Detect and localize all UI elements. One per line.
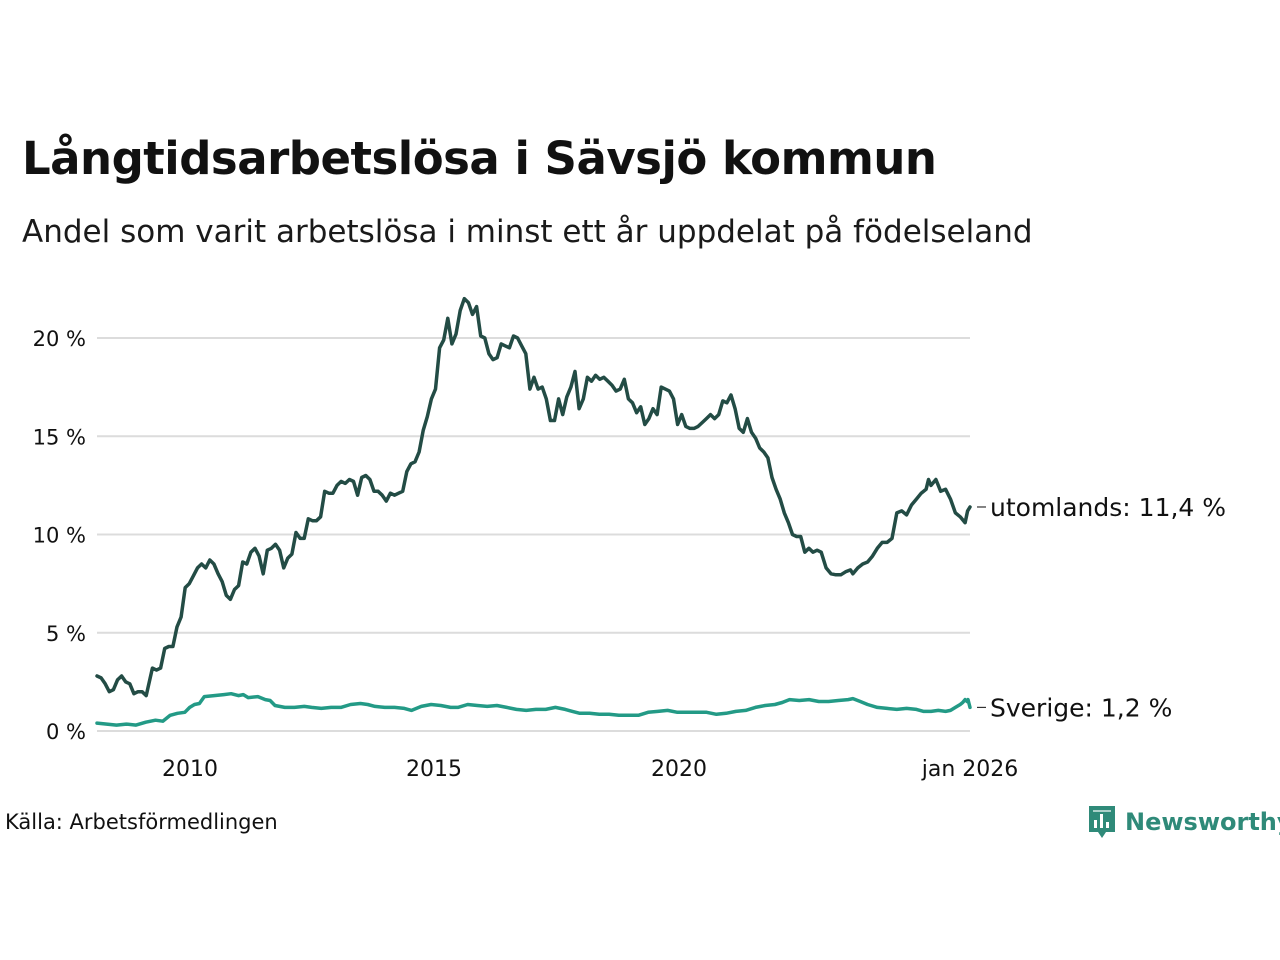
chart-subtitle: Andel som varit arbetslösa i minst ett å… <box>22 214 1033 250</box>
x-tick-label: 2015 <box>406 757 462 782</box>
newsworthy-logo-text: Newsworthy <box>1125 808 1280 836</box>
y-tick-label: 5 % <box>46 622 86 646</box>
chart-title: Långtidsarbetslösa i Sävsjö kommun <box>22 132 937 185</box>
source-note: Källa: Arbetsförmedlingen <box>5 810 278 834</box>
x-tick-label: 2020 <box>651 757 707 782</box>
series-line-utomlands <box>95 296 972 698</box>
y-tick-label: 20 % <box>33 327 86 351</box>
newsworthy-logo-icon <box>1089 806 1115 838</box>
x-tick-label: 2010 <box>162 757 218 782</box>
end-label-utomlands: utomlands: 11,4 % <box>990 493 1226 522</box>
end-label-sverige: Sverige: 1,2 % <box>990 693 1172 722</box>
y-tick-label: 0 % <box>46 720 86 744</box>
y-tick-label: 10 % <box>33 524 86 548</box>
newsworthy-logo[interactable]: Newsworthy <box>1087 804 1280 840</box>
y-tick-label: 15 % <box>33 425 86 449</box>
series-line-sverige <box>95 691 972 727</box>
x-tick-label: jan 2026 <box>921 757 1019 782</box>
